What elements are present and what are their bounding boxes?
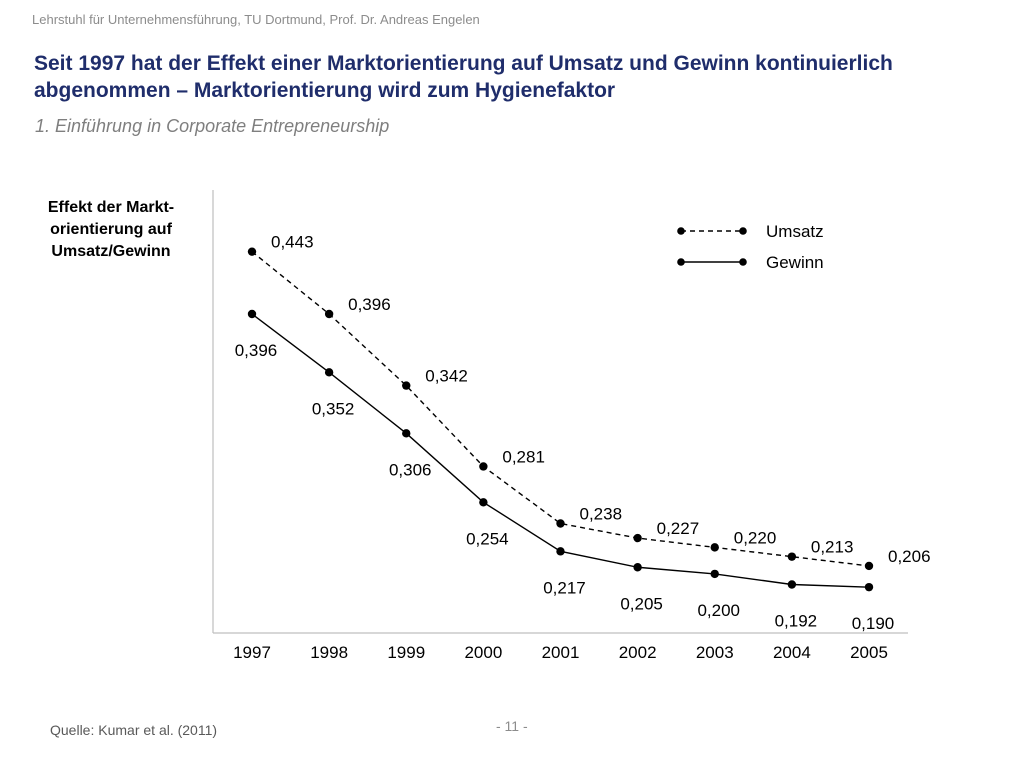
data-point-gewinn <box>479 498 488 507</box>
data-point-gewinn <box>633 563 642 572</box>
data-point-umsatz <box>633 533 642 543</box>
data-point-umsatz <box>864 561 874 571</box>
slide-title-line-2: abgenommen – Marktorientierung wird zum … <box>34 79 616 102</box>
x-tick-label: 1997 <box>233 643 271 662</box>
data-point-umsatz <box>324 309 334 319</box>
series-line-gewinn <box>251 313 870 588</box>
x-tick-label: 2000 <box>464 643 502 662</box>
x-tick-label: 2004 <box>773 643 811 662</box>
series-lines <box>251 251 870 588</box>
data-label-gewinn: 0,205 <box>620 594 663 613</box>
data-label-gewinn: 0,190 <box>852 614 895 633</box>
x-tick-label: 2003 <box>696 643 734 662</box>
x-tick-labels: 1997 1998 1999 2000 2001 2002 2003 2004 2005 <box>233 643 888 662</box>
data-point-gewinn <box>402 429 411 438</box>
data-point-umsatz <box>402 381 411 390</box>
data-label-umsatz: 0,281 <box>502 447 545 466</box>
data-point-umsatz <box>247 247 257 256</box>
legend-label-gewinn: Gewinn <box>766 253 824 272</box>
slide-title-line-1: Seit 1997 hat der Effekt einer Marktorie… <box>34 52 893 75</box>
data-labels: 0,443 0,396 0,342 0,281 0,238 0,227 0,220 0,213… <box>235 233 931 633</box>
data-point-umsatz <box>710 543 719 552</box>
data-label-gewinn: 0,192 <box>775 611 818 630</box>
y-axis-caption: Effekt der Markt- orientierung auf Umsat… <box>18 197 204 263</box>
data-point-gewinn <box>556 547 565 556</box>
data-label-gewinn: 0,200 <box>697 601 740 620</box>
data-point-gewinn <box>787 580 797 589</box>
header-text: Lehrstuhl für Unternehmensführung, TU Do… <box>32 12 480 27</box>
data-point-umsatz <box>556 519 565 528</box>
data-label-umsatz: 0,396 <box>348 295 391 314</box>
legend-marker-gewinn <box>739 258 747 266</box>
x-tick-label: 2001 <box>542 643 580 662</box>
legend-label-umsatz: Umsatz <box>766 222 824 241</box>
data-label-umsatz: 0,220 <box>734 528 777 547</box>
y-axis-caption-line-2: orientierung auf <box>50 221 172 238</box>
legend-marker-umsatz <box>739 227 747 235</box>
data-label-umsatz: 0,206 <box>888 547 931 566</box>
source-note: Quelle: Kumar et al. (2011) <box>50 722 218 738</box>
data-label-gewinn: 0,306 <box>389 460 432 479</box>
legend-marker-gewinn <box>677 258 685 266</box>
data-label-umsatz: 0,342 <box>425 367 468 386</box>
data-label-gewinn: 0,396 <box>235 341 278 360</box>
legend-marker-umsatz <box>677 227 685 235</box>
chart-legend: Umsatz Gewinn <box>677 222 824 272</box>
chart-axes <box>212 190 908 634</box>
data-label-gewinn: 0,254 <box>466 529 509 548</box>
data-label-umsatz: 0,443 <box>271 233 314 252</box>
data-label-gewinn: 0,217 <box>543 578 586 597</box>
data-point-gewinn <box>710 569 719 579</box>
data-point-gewinn <box>864 582 874 592</box>
data-label-umsatz: 0,227 <box>657 519 700 538</box>
slide-subtitle: 1. Einführung in Corporate Entrepreneurs… <box>35 116 390 136</box>
data-point-gewinn <box>324 368 334 377</box>
x-tick-label: 1998 <box>310 643 348 662</box>
y-axis-caption-line-1: Effekt der Markt- <box>47 199 175 216</box>
x-tick-label: 2002 <box>619 643 657 662</box>
data-point-gewinn <box>247 309 257 319</box>
slide-title: Seit 1997 hat der Effekt einer Marktorie… <box>34 50 994 104</box>
data-label-umsatz: 0,238 <box>580 505 623 524</box>
data-point-umsatz <box>787 552 797 561</box>
page-number: - 11 - <box>496 718 528 734</box>
data-label-gewinn: 0,352 <box>312 399 355 418</box>
x-tick-label: 1999 <box>387 643 425 662</box>
data-label-umsatz: 0,213 <box>811 538 854 557</box>
data-points <box>247 247 874 592</box>
data-point-umsatz <box>479 462 488 471</box>
x-tick-label: 2005 <box>850 643 888 662</box>
y-axis-caption-line-3: Umsatz/Gewinn <box>51 243 171 260</box>
